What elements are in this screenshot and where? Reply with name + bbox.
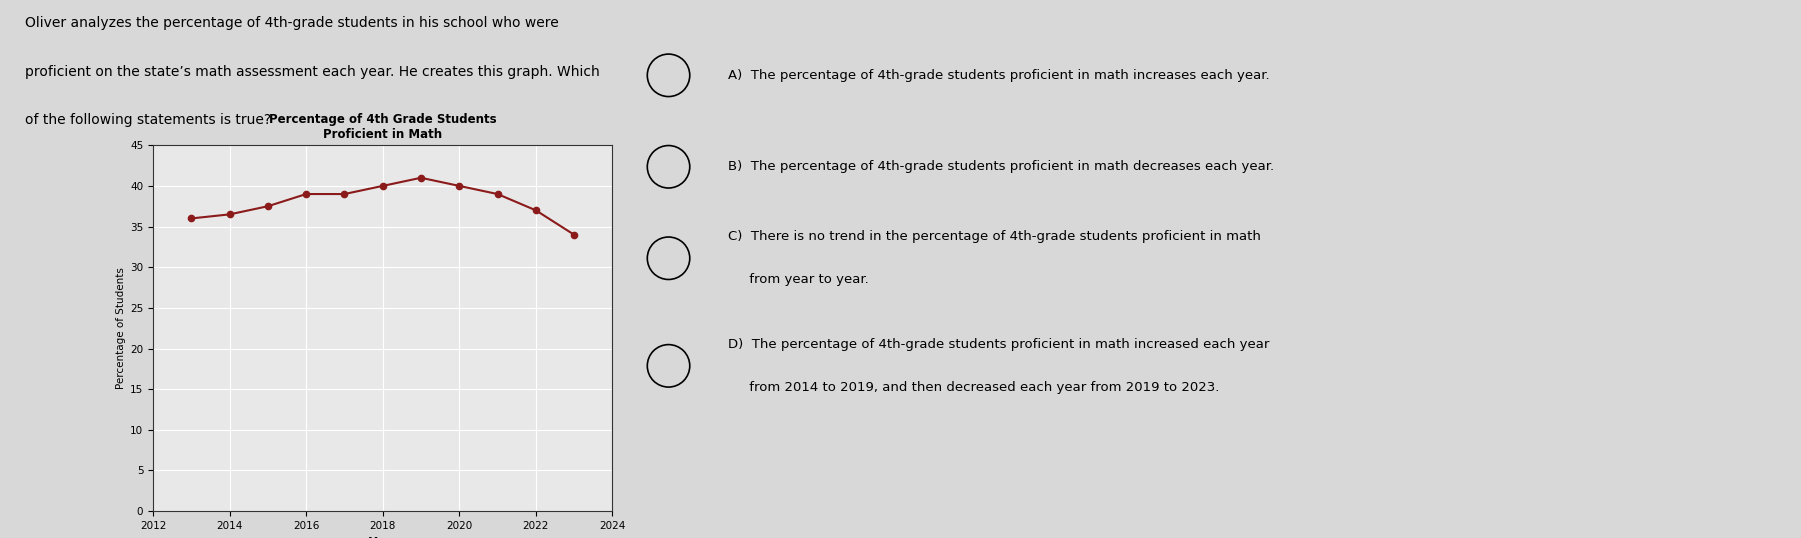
Text: proficient on the state’s math assessment each year. He creates this graph. Whic: proficient on the state’s math assessmen… — [25, 65, 600, 79]
Text: A)  The percentage of 4th-grade students proficient in math increases each year.: A) The percentage of 4th-grade students … — [728, 69, 1270, 82]
Text: B)  The percentage of 4th-grade students proficient in math decreases each year.: B) The percentage of 4th-grade students … — [728, 160, 1273, 173]
Text: from 2014 to 2019, and then decreased each year from 2019 to 2023.: from 2014 to 2019, and then decreased ea… — [728, 381, 1219, 394]
Text: from year to year.: from year to year. — [728, 273, 868, 286]
X-axis label: Year: Year — [367, 536, 398, 538]
Title: Percentage of 4th Grade Students
Proficient in Math: Percentage of 4th Grade Students Profici… — [268, 114, 497, 141]
Text: D)  The percentage of 4th-grade students proficient in math increased each year: D) The percentage of 4th-grade students … — [728, 338, 1270, 351]
Y-axis label: Percentage of Students: Percentage of Students — [115, 267, 126, 389]
Text: Oliver analyzes the percentage of 4th-grade students in his school who were: Oliver analyzes the percentage of 4th-gr… — [25, 16, 558, 30]
Text: of the following statements is true?: of the following statements is true? — [25, 113, 270, 127]
Text: C)  There is no trend in the percentage of 4th-grade students proficient in math: C) There is no trend in the percentage o… — [728, 230, 1261, 243]
